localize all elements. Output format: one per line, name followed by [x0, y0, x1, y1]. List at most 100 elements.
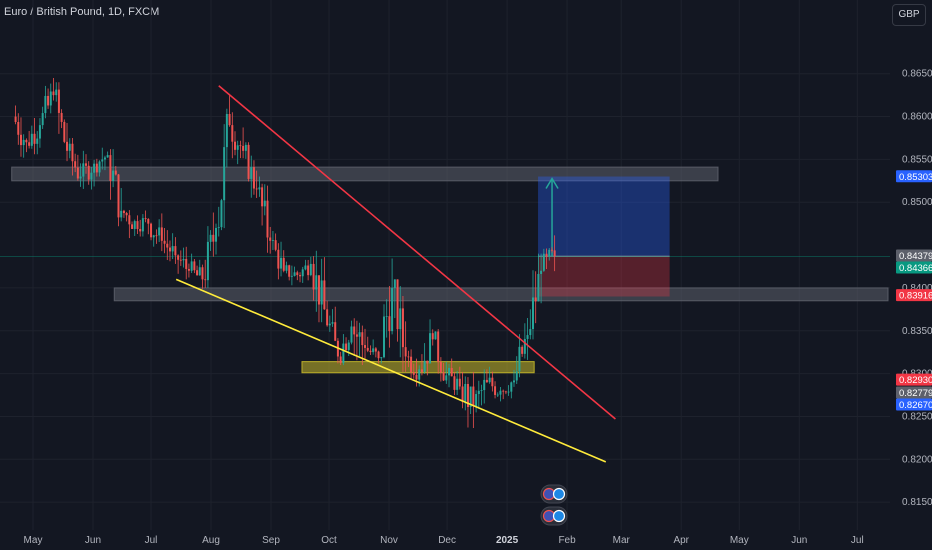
candle-body — [87, 165, 90, 180]
candle-body — [523, 338, 526, 354]
candle-body — [30, 133, 33, 146]
candle-body — [393, 279, 396, 288]
candle-body — [79, 176, 82, 179]
position-target-zone — [538, 176, 670, 257]
candle-body — [144, 218, 147, 220]
candle-body — [513, 380, 516, 383]
candle-body — [377, 351, 380, 359]
trendline-upper — [218, 85, 616, 420]
candle-body — [258, 187, 261, 190]
candle-body — [49, 91, 52, 106]
candle-body — [76, 167, 79, 179]
time-tick-label: May — [24, 535, 43, 546]
candle-body — [315, 275, 318, 290]
candle-body — [234, 141, 237, 150]
candle-body — [242, 145, 245, 151]
time-tick-label: Jul — [145, 535, 158, 546]
candle-body — [445, 375, 448, 381]
position-stop-zone — [538, 256, 670, 297]
candle-body — [196, 270, 199, 276]
candle-body — [193, 261, 196, 271]
candle-body — [109, 155, 112, 181]
candle-body — [179, 259, 182, 261]
candle-body — [472, 386, 475, 407]
candle-body — [364, 345, 367, 348]
candle-body — [317, 275, 320, 305]
candle-body — [293, 272, 296, 276]
candle-body — [71, 143, 74, 162]
candle-body — [550, 249, 553, 251]
candle-body — [33, 133, 36, 144]
symbol-title[interactable]: Euro / British Pound, 1D, FXCM — [4, 6, 160, 18]
candle-body — [247, 144, 250, 179]
candle-body — [150, 223, 153, 238]
candle-body — [372, 348, 375, 353]
event-badges — [540, 484, 568, 526]
flag-icon — [552, 487, 566, 501]
candle-body — [25, 139, 28, 143]
candle-body — [418, 369, 421, 380]
candle-body — [480, 390, 483, 391]
candle-body — [296, 272, 299, 276]
time-tick-label: Feb — [558, 535, 576, 546]
candle-body — [312, 263, 315, 290]
candle-body — [358, 332, 361, 337]
candle-body — [485, 379, 488, 383]
time-tick-label: Nov — [380, 535, 398, 546]
candle-body — [483, 379, 486, 391]
price-label-badge — [896, 289, 932, 302]
candle-body — [41, 113, 44, 126]
candle-body — [458, 378, 461, 387]
candle-body — [453, 376, 456, 390]
candle-body — [328, 323, 331, 326]
candle-body — [271, 240, 274, 241]
candle-body — [171, 246, 174, 252]
candle-body — [366, 347, 369, 351]
candle-body — [464, 383, 467, 402]
price-label-badge — [896, 398, 932, 411]
candle-body — [404, 347, 407, 357]
price-label-text: 0.84366 — [899, 263, 932, 274]
flag-icon — [552, 509, 566, 523]
candle-body — [537, 273, 540, 302]
candle-body — [168, 247, 171, 252]
candle-body — [160, 227, 163, 241]
candle-body — [545, 253, 548, 257]
candle-body — [323, 280, 326, 310]
candle-body — [185, 258, 188, 269]
candle-body — [420, 369, 423, 372]
candle-body — [187, 268, 190, 271]
price-label-badge — [896, 261, 932, 274]
candle-body — [553, 250, 556, 257]
candle-body — [177, 255, 180, 260]
candle-body — [521, 346, 524, 354]
candle-body — [98, 161, 101, 173]
candle-body — [401, 308, 404, 348]
currency-button[interactable]: GBP — [892, 4, 926, 26]
candle-body — [385, 316, 388, 318]
candle-body — [52, 91, 55, 96]
candle-body — [383, 316, 385, 358]
time-tick-label: Oct — [321, 535, 337, 546]
candle-body — [101, 159, 104, 162]
candle-body — [182, 258, 185, 261]
calendar-event-flags-bottom — [540, 506, 568, 526]
candle-body — [103, 157, 106, 160]
candle-body — [263, 200, 266, 207]
candle-body — [434, 331, 437, 340]
candle-body — [60, 112, 63, 122]
price-label-text: 0.85303 — [899, 172, 932, 183]
candle-body — [339, 356, 342, 364]
time-tick-label: Jun — [85, 535, 101, 546]
flag-icon — [542, 509, 556, 523]
candle-body — [274, 240, 277, 250]
candle-body — [304, 265, 307, 270]
candle-body — [299, 275, 302, 277]
candle-body — [431, 333, 434, 340]
candle-body — [442, 372, 445, 381]
candle-body — [198, 267, 201, 276]
